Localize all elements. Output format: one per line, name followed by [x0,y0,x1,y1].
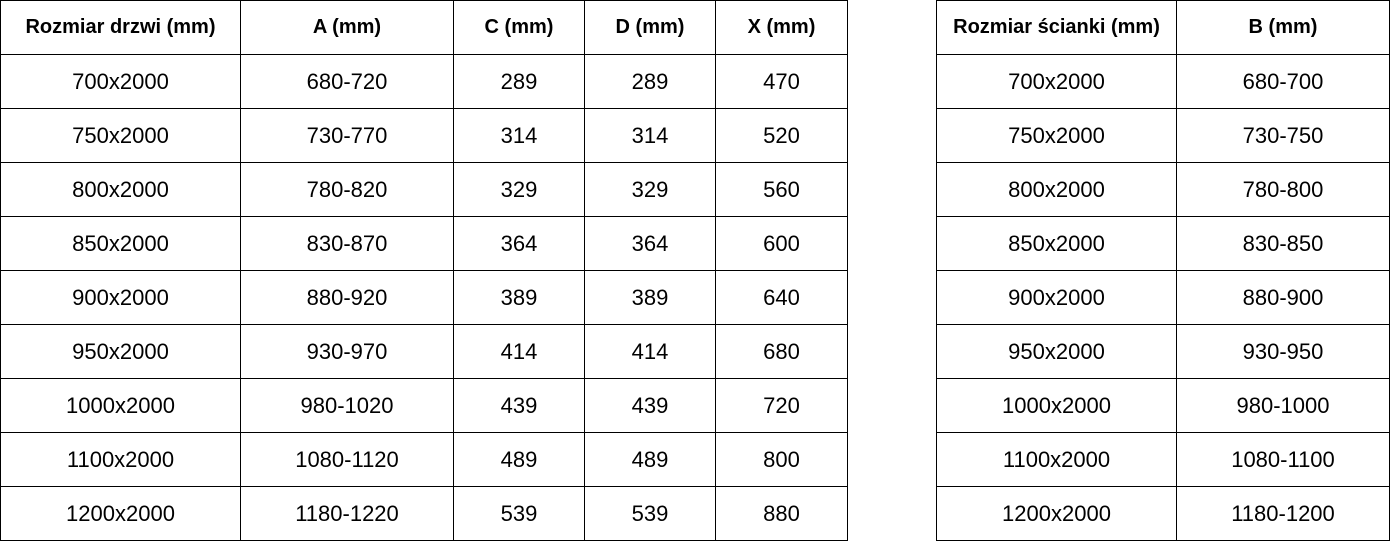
table-cell: 880-900 [1176,270,1390,325]
table-cell: 539 [584,486,716,541]
table-cell: 830-850 [1176,216,1390,271]
table-cell: 1180-1220 [240,486,454,541]
table-cell: 730-750 [1176,108,1390,163]
column-header: X (mm) [715,0,848,55]
table-cell: 1000x2000 [936,378,1177,433]
column-header: Rozmiar ścianki (mm) [936,0,1177,55]
table-cell: 680-720 [240,54,454,109]
table-cell: 640 [715,270,848,325]
table-cell: 389 [453,270,585,325]
table-cell: 850x2000 [0,216,241,271]
table-cell: 700x2000 [0,54,241,109]
table-cell: 980-1020 [240,378,454,433]
table-cell: 880 [715,486,848,541]
table-cell: 289 [453,54,585,109]
table-row: 1100x2000 1080-1120 489 489 800 [0,432,848,487]
table-cell: 1080-1120 [240,432,454,487]
table-row: 1000x2000 980-1000 [936,378,1390,433]
column-header: Rozmiar drzwi (mm) [0,0,241,55]
table-cell: 560 [715,162,848,217]
table-cell: 600 [715,216,848,271]
column-header: A (mm) [240,0,454,55]
table-row: 900x2000 880-920 389 389 640 [0,270,848,325]
table-cell: 700x2000 [936,54,1177,109]
table-row: 700x2000 680-700 [936,54,1390,109]
table-row: 900x2000 880-900 [936,270,1390,325]
table-cell: 850x2000 [936,216,1177,271]
table-cell: 800x2000 [0,162,241,217]
table-row: 1100x2000 1080-1100 [936,432,1390,487]
table-cell: 930-950 [1176,324,1390,379]
table-cell: 750x2000 [0,108,241,163]
table-cell: 329 [453,162,585,217]
table-cell: 1080-1100 [1176,432,1390,487]
table-cell: 680-700 [1176,54,1390,109]
table-cell: 1200x2000 [0,486,241,541]
table-row: 800x2000 780-800 [936,162,1390,217]
table-cell: 1200x2000 [936,486,1177,541]
table-cell: 289 [584,54,716,109]
table-row: 850x2000 830-850 [936,216,1390,271]
table-row: 950x2000 930-950 [936,324,1390,379]
table-header-row: Rozmiar ścianki (mm) B (mm) [936,0,1390,55]
table-cell: 900x2000 [0,270,241,325]
table-row: 800x2000 780-820 329 329 560 [0,162,848,217]
table-cell: 1100x2000 [936,432,1177,487]
table-cell: 780-820 [240,162,454,217]
table-cell: 950x2000 [0,324,241,379]
table-cell: 680 [715,324,848,379]
table-cell: 930-970 [240,324,454,379]
table-row: 1200x2000 1180-1220 539 539 880 [0,486,848,541]
table-cell: 414 [584,324,716,379]
table-cell: 314 [584,108,716,163]
table-cell: 880-920 [240,270,454,325]
table-cell: 364 [584,216,716,271]
table-cell: 1000x2000 [0,378,241,433]
table-cell: 720 [715,378,848,433]
table-cell: 470 [715,54,848,109]
column-header: B (mm) [1176,0,1390,55]
door-size-table: Rozmiar drzwi (mm) A (mm) C (mm) D (mm) X (m… [0,0,848,541]
table-row: 1000x2000 980-1020 439 439 720 [0,378,848,433]
table-row: 700x2000 680-720 289 289 470 [0,54,848,109]
table-cell: 980-1000 [1176,378,1390,433]
table-cell: 900x2000 [936,270,1177,325]
table-cell: 800x2000 [936,162,1177,217]
table-cell: 329 [584,162,716,217]
table-row: 850x2000 830-870 364 364 600 [0,216,848,271]
wall-size-table: Rozmiar ścianki (mm) B (mm) 700x2000 680-7… [936,0,1390,541]
table-cell: 800 [715,432,848,487]
table-cell: 520 [715,108,848,163]
table-cell: 489 [453,432,585,487]
column-header: D (mm) [584,0,716,55]
table-header-row: Rozmiar drzwi (mm) A (mm) C (mm) D (mm) X (m… [0,0,848,55]
table-cell: 389 [584,270,716,325]
table-cell: 364 [453,216,585,271]
table-cell: 780-800 [1176,162,1390,217]
table-cell: 1100x2000 [0,432,241,487]
table-cell: 314 [453,108,585,163]
table-cell: 439 [584,378,716,433]
column-header: C (mm) [453,0,585,55]
table-row: 750x2000 730-750 [936,108,1390,163]
table-row: 750x2000 730-770 314 314 520 [0,108,848,163]
table-cell: 414 [453,324,585,379]
table-row: 1200x2000 1180-1200 [936,486,1390,541]
table-cell: 750x2000 [936,108,1177,163]
table-cell: 439 [453,378,585,433]
table-cell: 489 [584,432,716,487]
table-cell: 1180-1200 [1176,486,1390,541]
table-cell: 730-770 [240,108,454,163]
table-row: 950x2000 930-970 414 414 680 [0,324,848,379]
table-cell: 539 [453,486,585,541]
table-cell: 830-870 [240,216,454,271]
table-cell: 950x2000 [936,324,1177,379]
